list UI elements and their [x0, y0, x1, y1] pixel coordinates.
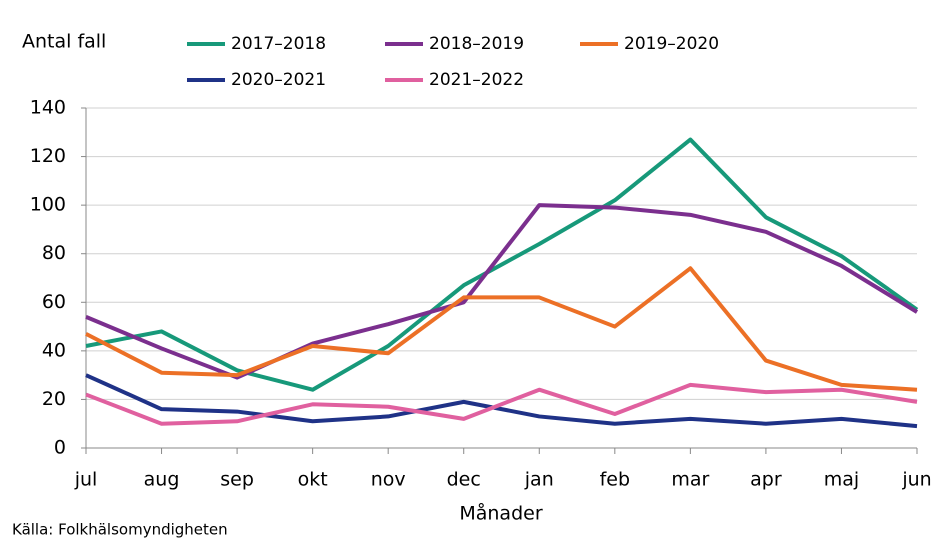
line-series: [85, 373, 918, 429]
y-tick-label: 140: [30, 97, 66, 119]
y-tick-label: 100: [30, 194, 66, 216]
x-tick-label: mar: [671, 469, 709, 491]
y-tick-label: 0: [54, 437, 66, 459]
legend-label: 2018–2019: [429, 34, 524, 54]
legend-label: 2020–2021: [231, 70, 326, 90]
x-tick-label: jul: [74, 469, 98, 491]
x-tick-label: dec: [447, 469, 481, 491]
legend-label: 2021–2022: [429, 70, 524, 90]
x-tick-label: maj: [824, 469, 859, 491]
line-series: [85, 266, 918, 392]
y-tick-label: 20: [42, 388, 66, 410]
x-tick-label: sep: [220, 469, 254, 491]
x-tick-label: okt: [298, 469, 328, 491]
x-tick-label: nov: [371, 469, 406, 491]
y-tick-label: 120: [30, 145, 66, 167]
x-tick-label: apr: [750, 469, 782, 491]
x-tick-label: feb: [600, 469, 630, 491]
legend-label: 2019–2020: [624, 34, 719, 54]
x-tick-label: jan: [524, 469, 554, 491]
legend-label: 2017–2018: [231, 34, 326, 54]
y-tick-label: 40: [42, 339, 66, 361]
y-tick-label: 80: [42, 242, 66, 264]
line-series: [85, 137, 919, 392]
x-tick-label: jun: [901, 469, 931, 491]
line-series: [85, 203, 919, 380]
x-tick-label: aug: [144, 469, 180, 491]
x-axis-label: Månader: [459, 502, 542, 525]
line-series: [85, 382, 918, 426]
y-tick-label: 60: [42, 291, 66, 313]
source: Källa: Folkhälsomyndigheten: [12, 521, 228, 539]
y-axis-label: Antal fall: [22, 31, 106, 53]
